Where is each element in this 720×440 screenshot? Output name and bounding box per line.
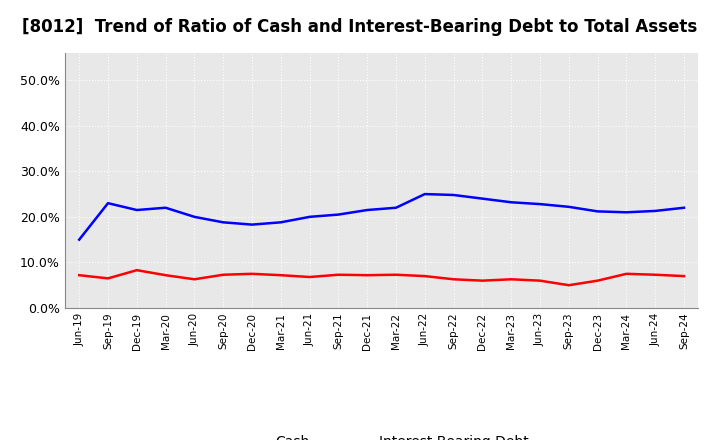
Line: Interest-Bearing Debt: Interest-Bearing Debt <box>79 194 684 240</box>
Interest-Bearing Debt <box>161 205 170 210</box>
Interest-Bearing Debt <box>219 220 228 225</box>
Interest-Bearing Debt <box>190 214 199 220</box>
Cash <box>536 278 544 283</box>
Cash <box>248 271 256 276</box>
Cash <box>190 277 199 282</box>
Cash <box>622 271 631 276</box>
Cash <box>276 272 285 278</box>
Interest-Bearing Debt <box>564 204 573 209</box>
Interest-Bearing Debt <box>507 200 516 205</box>
Interest-Bearing Debt <box>392 205 400 210</box>
Cash <box>305 275 314 280</box>
Cash <box>680 273 688 279</box>
Interest-Bearing Debt <box>334 212 343 217</box>
Cash <box>564 282 573 288</box>
Interest-Bearing Debt <box>651 208 660 213</box>
Interest-Bearing Debt <box>276 220 285 225</box>
Cash <box>161 272 170 278</box>
Cash <box>449 277 458 282</box>
Cash <box>104 276 112 281</box>
Interest-Bearing Debt <box>104 201 112 206</box>
Cash <box>478 278 487 283</box>
Interest-Bearing Debt <box>132 207 141 213</box>
Interest-Bearing Debt <box>248 222 256 227</box>
Cash <box>219 272 228 277</box>
Interest-Bearing Debt <box>593 209 602 214</box>
Interest-Bearing Debt <box>536 202 544 207</box>
Interest-Bearing Debt <box>420 191 429 197</box>
Cash <box>334 272 343 277</box>
Cash <box>593 278 602 283</box>
Cash <box>363 272 372 278</box>
Interest-Bearing Debt <box>305 214 314 220</box>
Cash <box>392 272 400 277</box>
Interest-Bearing Debt <box>478 196 487 201</box>
Cash <box>420 273 429 279</box>
Interest-Bearing Debt <box>363 207 372 213</box>
Legend: Cash, Interest-Bearing Debt: Cash, Interest-Bearing Debt <box>228 430 535 440</box>
Interest-Bearing Debt <box>622 210 631 215</box>
Interest-Bearing Debt <box>75 237 84 242</box>
Cash <box>132 268 141 273</box>
Cash <box>651 272 660 277</box>
Interest-Bearing Debt <box>680 205 688 210</box>
Cash <box>507 277 516 282</box>
Text: [8012]  Trend of Ratio of Cash and Interest-Bearing Debt to Total Assets: [8012] Trend of Ratio of Cash and Intere… <box>22 18 698 36</box>
Line: Cash: Cash <box>79 270 684 285</box>
Cash <box>75 272 84 278</box>
Interest-Bearing Debt <box>449 192 458 198</box>
